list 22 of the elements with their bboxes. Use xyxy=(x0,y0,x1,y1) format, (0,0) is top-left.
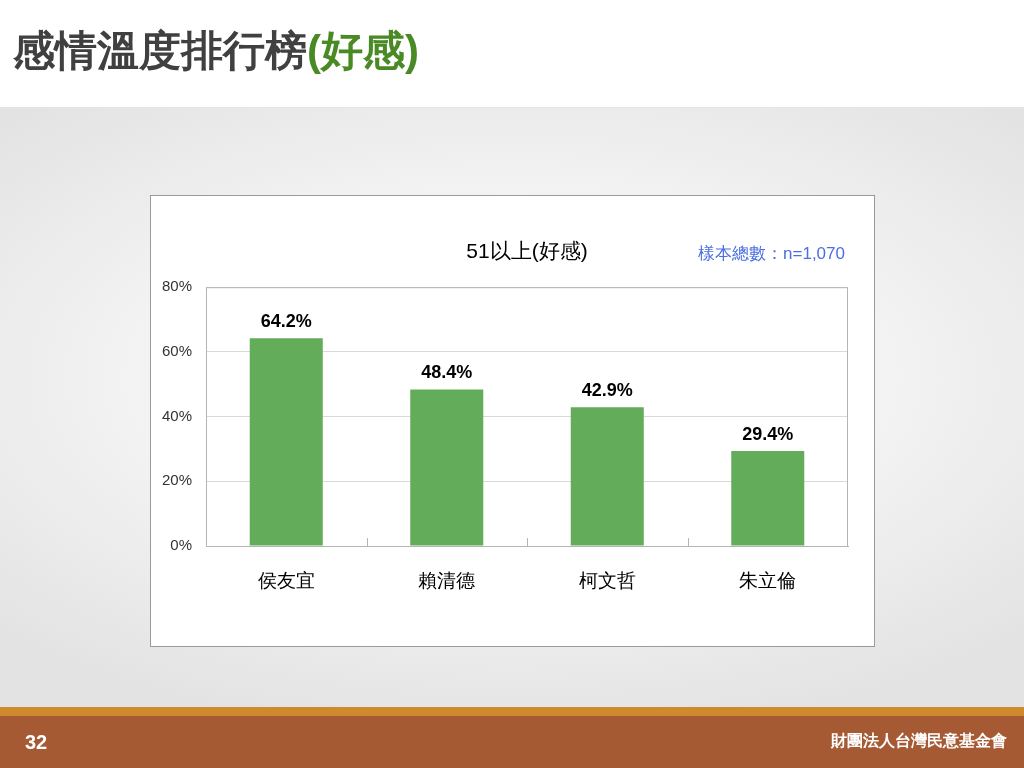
data-label: 29.4% xyxy=(742,423,794,444)
text: 32 xyxy=(25,730,48,754)
text: 財團法人台灣民意基金會 xyxy=(831,731,1007,751)
text: 樣本總數：n=1,070 xyxy=(698,244,845,264)
data-label: 48.4% xyxy=(421,362,473,383)
x-tick-label: 朱立倫 xyxy=(739,569,797,591)
chart-title: 感情溫度排行榜(好感) xyxy=(13,27,419,74)
y-tick-label: 0% xyxy=(170,536,192,554)
data-label: 64.2% xyxy=(260,311,312,332)
data-label: 42.9% xyxy=(581,380,633,401)
bar xyxy=(731,450,805,546)
y-tick-label: 60% xyxy=(161,342,192,360)
y-tick-label: 80% xyxy=(161,277,192,295)
chart-subtitle: 51以上(好感) xyxy=(466,239,588,263)
y-tick-label: 20% xyxy=(161,471,192,489)
y-tick-label: 40% xyxy=(161,406,192,424)
bar xyxy=(570,407,644,546)
bar xyxy=(249,338,323,546)
x-tick-label: 賴清德 xyxy=(418,569,476,591)
x-tick-label: 柯文哲 xyxy=(578,569,636,591)
bar xyxy=(410,389,484,546)
x-tick-label: 侯友宜 xyxy=(257,569,315,591)
